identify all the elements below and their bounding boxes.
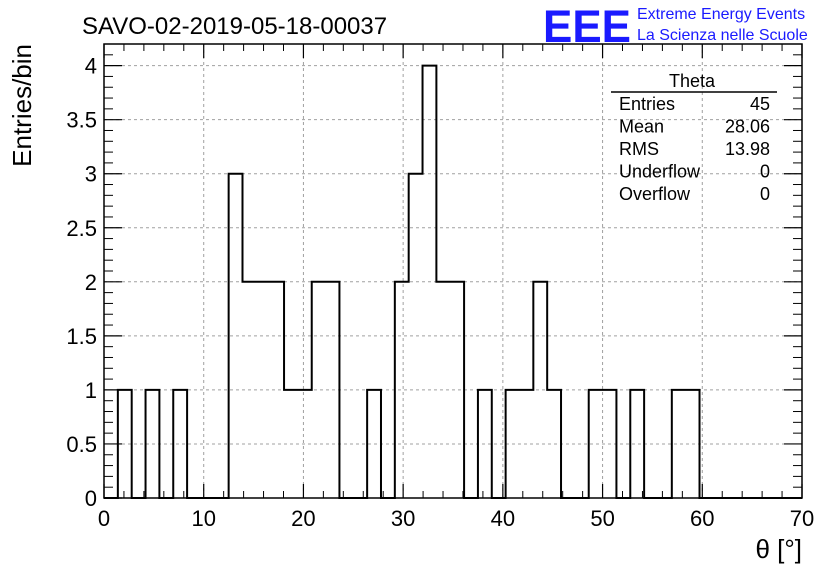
stats-row-label: Underflow	[619, 162, 701, 182]
stats-row-value: 0	[760, 184, 770, 204]
y-tick-label: 1.5	[66, 324, 97, 349]
x-tick-label: 20	[291, 506, 315, 531]
stats-row-value: 28.06	[725, 117, 770, 137]
y-tick-label: 0	[85, 486, 97, 511]
axis-ticks	[103, 43, 803, 499]
x-tick-label: 50	[590, 506, 614, 531]
logo-line-2: La Scienza nelle Scuole	[637, 27, 808, 44]
stats-row-label: RMS	[619, 139, 659, 159]
y-axis-label: Entries/bin	[7, 44, 37, 167]
stats-box: Theta Entries 45 Mean 28.06 RMS 13.98 Underflo…	[611, 71, 777, 204]
logo-line-1: Extreme Energy Events	[637, 6, 805, 23]
y-tick-label: 4	[85, 54, 97, 79]
plot-frame	[103, 43, 803, 499]
x-tick-label: 30	[391, 506, 415, 531]
y-tick-label: 2.5	[66, 216, 97, 241]
axis-tick-labels: 0 10 20 30 40 50 60 70 0 0.5 1 1.5 2 2.5 3 3.5 4	[66, 54, 814, 531]
x-tick-label: 60	[690, 506, 714, 531]
stats-row: RMS 13.98	[619, 139, 770, 159]
stats-row-label: Mean	[619, 117, 664, 137]
stats-row: Underflow 0	[619, 162, 770, 182]
y-tick-label: 3.5	[66, 108, 97, 133]
stats-row: Mean 28.06	[619, 117, 770, 137]
y-tick-label: 1	[85, 378, 97, 403]
x-tick-label: 0	[98, 506, 110, 531]
stats-row-value: 45	[750, 94, 770, 114]
x-tick-label: 10	[191, 506, 215, 531]
stats-row-value: 13.98	[725, 139, 770, 159]
y-tick-label: 0.5	[66, 432, 97, 457]
run-title: SAVO-02-2019-05-18-00037	[82, 13, 387, 40]
stats-row-label: Overflow	[619, 184, 691, 204]
stats-row: Overflow 0	[619, 184, 770, 204]
eee-logo: EEE Extreme Energy Events La Scienza nel…	[543, 1, 808, 52]
y-tick-label: 2	[85, 270, 97, 295]
x-axis-label: θ [°]	[755, 534, 802, 564]
stats-row-value: 0	[760, 162, 770, 182]
stats-title: Theta	[669, 71, 716, 91]
y-tick-label: 3	[85, 162, 97, 187]
x-tick-label: 40	[491, 506, 515, 531]
stats-row: Entries 45	[619, 94, 770, 114]
x-tick-label: 70	[790, 506, 814, 531]
stats-row-label: Entries	[619, 94, 675, 114]
